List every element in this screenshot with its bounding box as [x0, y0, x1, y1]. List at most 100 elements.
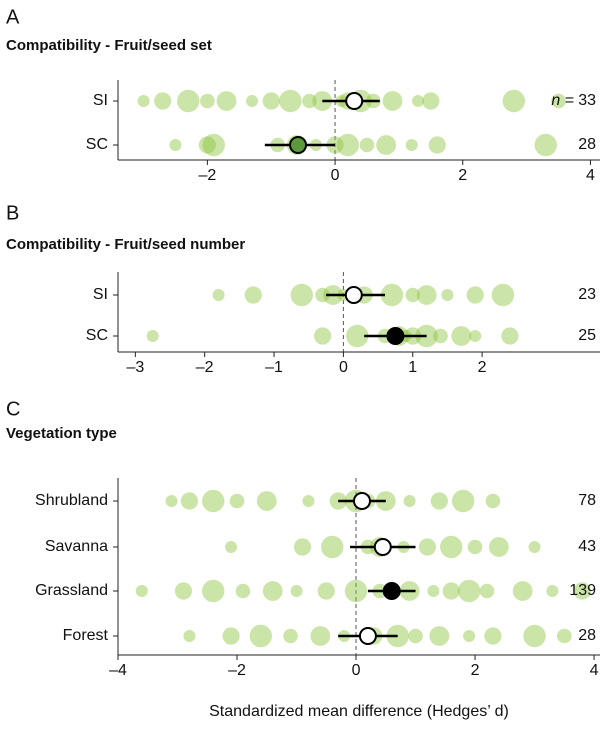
study-point	[501, 327, 519, 345]
study-point	[440, 535, 463, 559]
study-point	[198, 136, 216, 154]
study-point	[216, 91, 237, 111]
n-label: 28	[578, 627, 596, 644]
x-tick-label: 2	[478, 359, 487, 376]
study-point	[154, 92, 172, 110]
study-point	[488, 537, 509, 557]
study-point	[403, 495, 416, 507]
study-point	[469, 330, 482, 342]
study-point	[244, 286, 262, 304]
study-point	[429, 626, 450, 646]
x-tick-label: –4	[109, 662, 127, 679]
n-label: 23	[578, 286, 596, 303]
panel-letter: A	[6, 6, 20, 28]
x-tick-label: –2	[196, 359, 214, 376]
study-point	[556, 628, 572, 644]
study-point	[534, 133, 557, 157]
panel-title: Compatibility - Fruit/seed number	[6, 236, 245, 253]
study-point	[463, 630, 476, 642]
study-point	[382, 91, 403, 111]
study-point	[313, 327, 332, 345]
study-point	[512, 581, 533, 601]
study-point	[412, 95, 425, 107]
study-point	[177, 89, 200, 113]
category-label: SI	[93, 92, 108, 109]
x-tick-label: –3	[126, 359, 144, 376]
study-point	[225, 541, 238, 553]
panel-title: Compatibility - Fruit/seed set	[6, 37, 212, 54]
study-point	[422, 92, 440, 110]
study-point	[408, 628, 423, 644]
x-tick-label: 4	[590, 662, 599, 679]
study-point	[222, 627, 240, 645]
n-prefix: n =	[551, 92, 574, 109]
mean-marker	[344, 286, 363, 304]
study-point	[174, 582, 193, 600]
n-label: 78	[578, 492, 596, 509]
study-point	[467, 539, 483, 555]
study-point	[293, 538, 312, 556]
study-point	[484, 627, 502, 645]
x-tick-label: 0	[331, 167, 340, 184]
x-tick-label: –1	[265, 359, 283, 376]
study-point	[315, 287, 330, 303]
x-tick-label: –2	[228, 662, 246, 679]
study-point	[344, 579, 368, 603]
study-point	[336, 133, 360, 157]
panel-letter: B	[6, 202, 19, 224]
study-point	[249, 624, 273, 648]
category-label: Forest	[63, 627, 109, 644]
n-label: 139	[569, 582, 596, 599]
study-point	[283, 628, 298, 644]
n-label: 33	[578, 92, 596, 109]
study-point	[202, 489, 225, 513]
study-point	[428, 136, 446, 154]
study-point	[359, 137, 375, 153]
study-point	[502, 89, 526, 113]
study-point	[479, 583, 495, 599]
study-point	[551, 93, 566, 109]
study-point	[137, 95, 150, 107]
study-point	[135, 585, 148, 597]
study-point	[405, 287, 421, 303]
n-label: 28	[578, 136, 596, 153]
study-point	[262, 92, 280, 110]
study-point	[418, 538, 437, 556]
study-point	[528, 541, 541, 553]
study-point	[183, 630, 196, 642]
study-point	[279, 89, 302, 113]
n-label: 25	[578, 327, 596, 344]
study-point	[442, 582, 460, 600]
study-point	[457, 579, 481, 603]
category-label: Savanna	[45, 538, 108, 555]
panel-title: Vegetation type	[6, 425, 117, 442]
study-point	[346, 324, 369, 348]
study-point	[256, 491, 277, 511]
category-label: SC	[86, 327, 108, 344]
x-tick-label: 2	[471, 662, 480, 679]
study-point	[229, 493, 245, 509]
study-point	[302, 93, 317, 109]
category-label: SI	[93, 286, 108, 303]
study-point	[317, 582, 335, 600]
study-point	[441, 289, 454, 301]
x-tick-label: 2	[458, 167, 467, 184]
study-point	[546, 585, 559, 597]
study-point	[310, 626, 331, 646]
study-point	[246, 95, 259, 107]
category-label: SC	[86, 136, 108, 153]
study-point	[290, 283, 313, 307]
study-point	[466, 286, 484, 304]
mean-marker	[289, 136, 308, 154]
mean-marker	[345, 92, 364, 110]
study-point	[573, 582, 591, 600]
study-point	[290, 585, 303, 597]
x-tick-label: 1	[408, 359, 417, 376]
study-point	[169, 139, 182, 151]
panel-letter: C	[6, 398, 20, 420]
mean-marker	[386, 327, 405, 345]
study-point	[485, 493, 501, 509]
category-label: Grassland	[35, 582, 108, 599]
study-point	[405, 139, 418, 151]
